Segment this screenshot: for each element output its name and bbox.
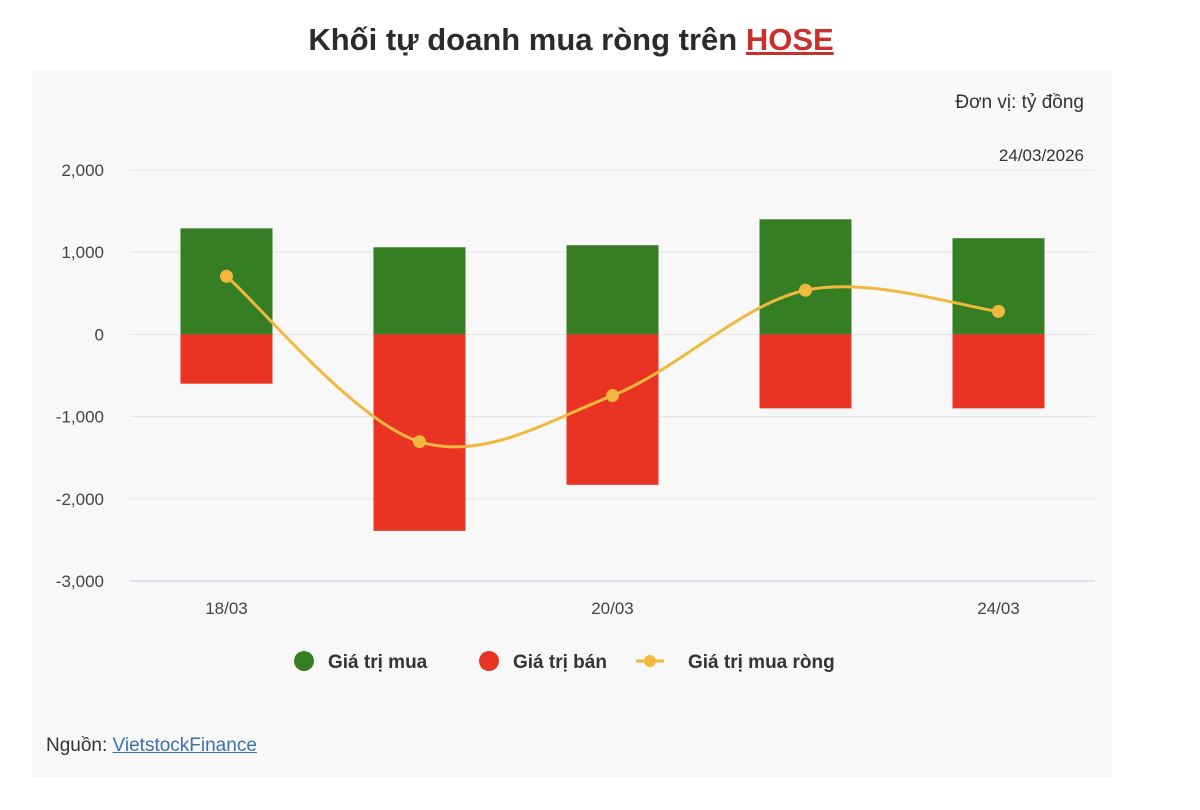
- hose-link[interactable]: HOSE: [745, 22, 834, 57]
- source-link[interactable]: VietstockFinance: [112, 735, 257, 756]
- bar-buy: [373, 247, 466, 335]
- y-tick-label: 2,000: [61, 161, 104, 180]
- bar-sell: [373, 334, 466, 531]
- y-tick-label: -3,000: [56, 572, 104, 591]
- net-point: [606, 389, 619, 403]
- x-tick-label: 20/03: [591, 599, 634, 618]
- legend-label: Giá trị mua ròng: [688, 652, 835, 673]
- chart-title: Khối tự doanh mua ròng trên HOSE: [308, 22, 834, 57]
- x-tick-label: 24/03: [977, 599, 1020, 618]
- bar-sell: [952, 334, 1045, 409]
- legend-label: Giá trị mua: [328, 652, 428, 673]
- legend-marker: [644, 655, 656, 667]
- x-tick-label: 18/03: [205, 599, 248, 618]
- net-point: [992, 304, 1005, 318]
- bar-sell: [759, 334, 852, 409]
- y-tick-label: -2,000: [56, 490, 104, 509]
- y-tick-label: 1,000: [61, 243, 104, 262]
- y-tick-label: -1,000: [56, 408, 104, 427]
- bar-sell: [180, 334, 273, 384]
- net-point: [799, 283, 812, 297]
- date-label: 24/03/2026: [999, 146, 1084, 165]
- bar-buy: [759, 219, 852, 335]
- legend-marker: [479, 651, 499, 671]
- net-point: [413, 435, 426, 449]
- bar-buy: [566, 245, 659, 335]
- legend-label: Giá trị bán: [513, 652, 607, 673]
- unit-label: Đơn vị: tỷ đồng: [955, 92, 1084, 113]
- legend-marker: [294, 651, 314, 671]
- source: Nguồn: VietstockFinance: [46, 735, 257, 756]
- net-point: [220, 269, 233, 283]
- y-tick-label: 0: [95, 325, 104, 344]
- bar-buy: [952, 238, 1045, 335]
